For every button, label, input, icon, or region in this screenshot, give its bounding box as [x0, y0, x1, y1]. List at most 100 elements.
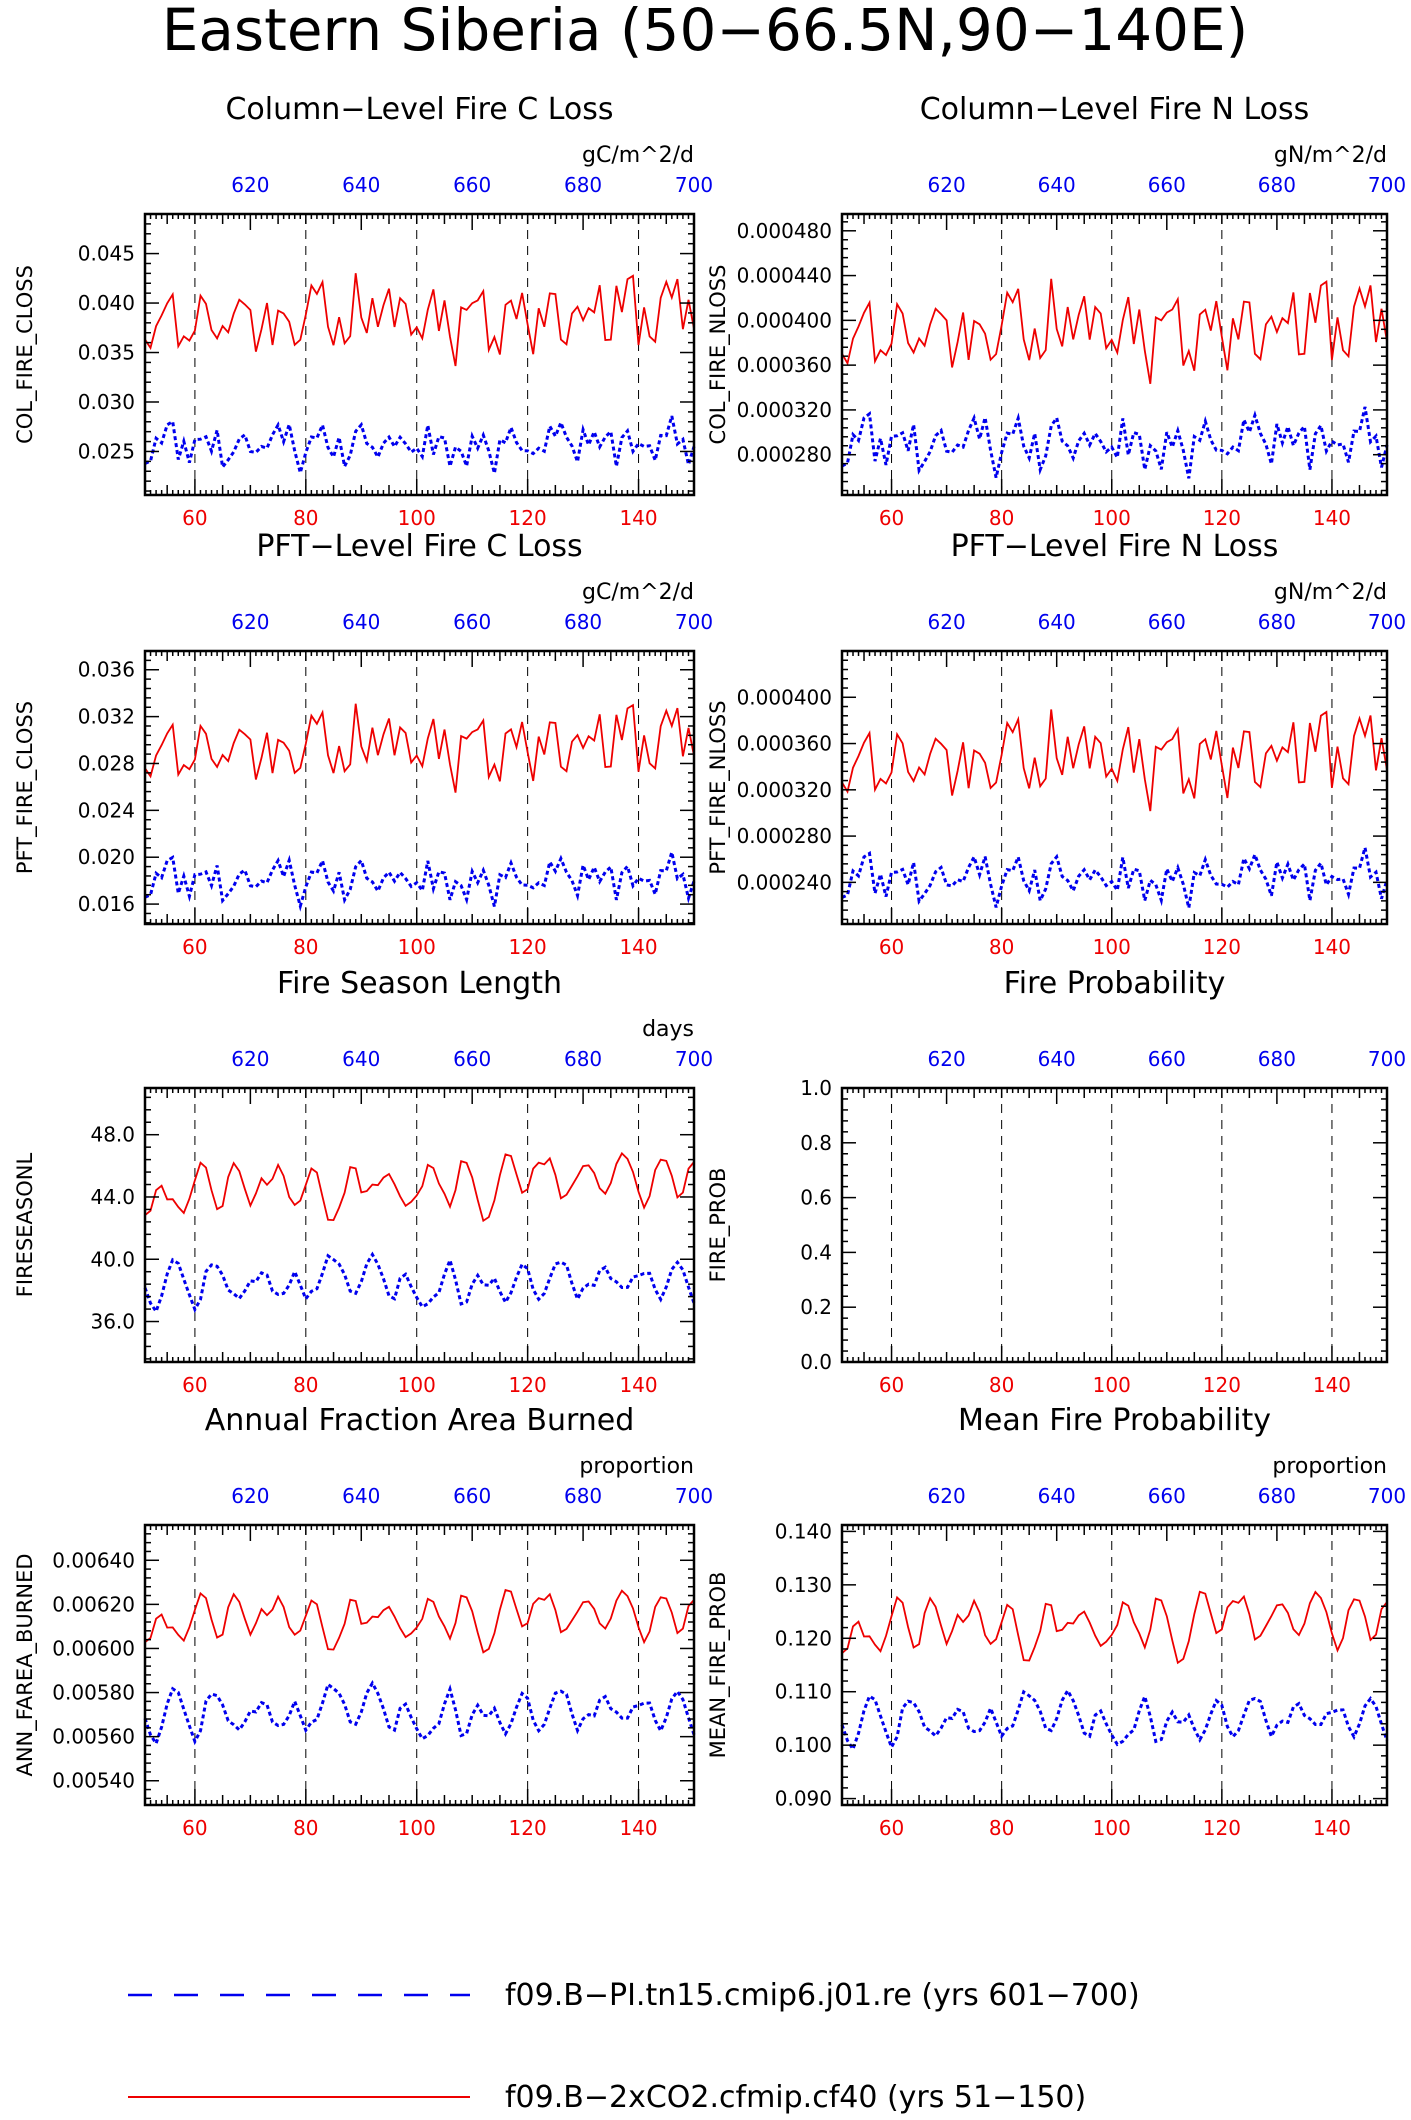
xtick-label-top: 680: [1258, 1484, 1296, 1508]
ytick-label: 0.00580: [52, 1681, 135, 1705]
panel-col-fire-closs: Column−Level Fire C Loss gC/m^2/d 60 80 100 1…: [13, 92, 713, 530]
xtick-label-top: 700: [675, 610, 713, 634]
y-axis-label: FIRESEASONL: [13, 1153, 37, 1298]
xtick-label-bottom: 80: [293, 935, 318, 959]
xtick-label-bottom: 100: [398, 506, 436, 530]
plot-frame: [840, 649, 1389, 926]
ytick-label: 0.8: [800, 1131, 832, 1155]
xtick-label-bottom: 80: [989, 1373, 1014, 1397]
plot-frame: [840, 212, 1389, 497]
ytick-label: 0.016: [78, 892, 135, 916]
xtick-label-top: 620: [231, 1047, 269, 1071]
legend-case-label: f09.B−2xCO2.cfmip.cf40 (yrs 51−150): [505, 2080, 1086, 2115]
panel-fireseasonl: Fire Season Length days 60 80 100 120 140 620 64…: [13, 966, 713, 1397]
xtick-label-top: 640: [1038, 1047, 1076, 1071]
xtick-label-bottom: 140: [1313, 1816, 1351, 1840]
series-case: [144, 273, 695, 367]
ytick-label: 0.030: [78, 390, 135, 414]
y-axis-label: COL_FIRE_NLOSS: [706, 265, 731, 445]
series-control: [841, 847, 1389, 909]
ytick-label: 0.000280: [737, 824, 832, 848]
y-axis-label: PFT_FIRE_NLOSS: [706, 700, 731, 874]
ytick-label: 0.025: [78, 439, 135, 463]
ytick-label: 0.120: [775, 1626, 832, 1650]
plot-frame: [840, 1523, 1389, 1807]
xtick-label-bottom: 120: [509, 1373, 547, 1397]
ytick-label: 0.130: [775, 1573, 832, 1597]
xtick-label-top: 620: [928, 1484, 966, 1508]
xtick-label-bottom: 120: [509, 1816, 547, 1840]
xtick-label-top: 660: [1148, 1484, 1186, 1508]
xtick-label-bottom: 120: [509, 506, 547, 530]
xtick-label-bottom: 80: [989, 1816, 1014, 1840]
xtick-label-top: 680: [564, 173, 602, 197]
ytick-label: 0.035: [78, 341, 135, 365]
xtick-label-top: 700: [675, 1047, 713, 1071]
y-axis-label: MEAN_FIRE_PROB: [706, 1572, 731, 1759]
xtick-label-bottom: 120: [1203, 506, 1241, 530]
ytick-label: 0.028: [78, 751, 135, 775]
panel-pft-fire-nloss: PFT−Level Fire N Loss gN/m^2/d 60 80 100 120 1…: [706, 529, 1406, 959]
series-case: [841, 1590, 1388, 1665]
xtick-label-bottom: 80: [293, 1373, 318, 1397]
ytick-label: 44.0: [90, 1185, 135, 1209]
ytick-label: 0.040: [78, 291, 135, 315]
xtick-label-top: 700: [675, 173, 713, 197]
ytick-label: 0.000240: [737, 870, 832, 894]
xtick-label-top: 660: [1148, 610, 1186, 634]
ytick-label: 0.00620: [52, 1592, 135, 1616]
xtick-label-bottom: 100: [398, 1816, 436, 1840]
y-axis-label: FIRE_PROB: [706, 1168, 731, 1283]
panel-title: PFT−Level Fire N Loss: [951, 529, 1279, 564]
xtick-label-bottom: 140: [1313, 935, 1351, 959]
xtick-label-bottom: 80: [293, 1816, 318, 1840]
series-case: [144, 1588, 695, 1654]
xtick-label-top: 640: [342, 1047, 380, 1071]
panel-title: Column−Level Fire N Loss: [920, 92, 1310, 127]
ytick-label: 0.000480: [737, 219, 832, 243]
plot-frame: [143, 1523, 696, 1807]
xtick-label-top: 680: [1258, 173, 1296, 197]
series-case: [841, 709, 1388, 812]
xtick-label-top: 700: [1368, 1047, 1406, 1071]
xtick-label-top: 680: [1258, 610, 1296, 634]
xtick-label-bottom: 100: [398, 1373, 436, 1397]
ytick-label: 40.0: [90, 1247, 135, 1271]
series-control: [144, 415, 696, 479]
ytick-label: 0.110: [775, 1680, 832, 1704]
xtick-label-top: 700: [1368, 1484, 1406, 1508]
xtick-label-bottom: 120: [1203, 1373, 1241, 1397]
xtick-label-top: 640: [342, 173, 380, 197]
xtick-label-top: 620: [928, 1047, 966, 1071]
xtick-label-bottom: 140: [619, 1816, 657, 1840]
panel-title: Column−Level Fire C Loss: [225, 92, 613, 127]
ytick-label: 36.0: [90, 1310, 135, 1334]
xtick-label-bottom: 60: [879, 506, 904, 530]
xtick-label-bottom: 100: [1093, 935, 1131, 959]
ytick-label: 0.00600: [52, 1636, 135, 1660]
ytick-label: 0.032: [78, 705, 135, 729]
ytick-label: 0.4: [800, 1240, 832, 1264]
plot-frame: [143, 212, 696, 497]
xtick-label-top: 620: [231, 1484, 269, 1508]
xtick-label-bottom: 80: [989, 935, 1014, 959]
panel-fire-prob: Fire Probability 60 80 100 120 140 620 640 660 68…: [706, 966, 1406, 1397]
series-control: [841, 406, 1389, 479]
ytick-label: 0.0: [800, 1350, 832, 1374]
xtick-label-bottom: 100: [1093, 1373, 1131, 1397]
plot-frame: [840, 1086, 1389, 1364]
xtick-label-top: 680: [564, 610, 602, 634]
y-axis-label: PFT_FIRE_CLOSS: [13, 701, 38, 874]
xtick-label-top: 660: [1148, 173, 1186, 197]
xtick-label-top: 680: [1258, 1047, 1296, 1071]
xtick-label-bottom: 60: [879, 1816, 904, 1840]
xtick-label-bottom: 80: [989, 506, 1014, 530]
xtick-label-top: 640: [1038, 173, 1076, 197]
ytick-label: 0.036: [78, 658, 135, 682]
xtick-label-bottom: 120: [1203, 935, 1241, 959]
ytick-label: 0.000320: [737, 778, 832, 802]
xtick-label-bottom: 120: [1203, 1816, 1241, 1840]
